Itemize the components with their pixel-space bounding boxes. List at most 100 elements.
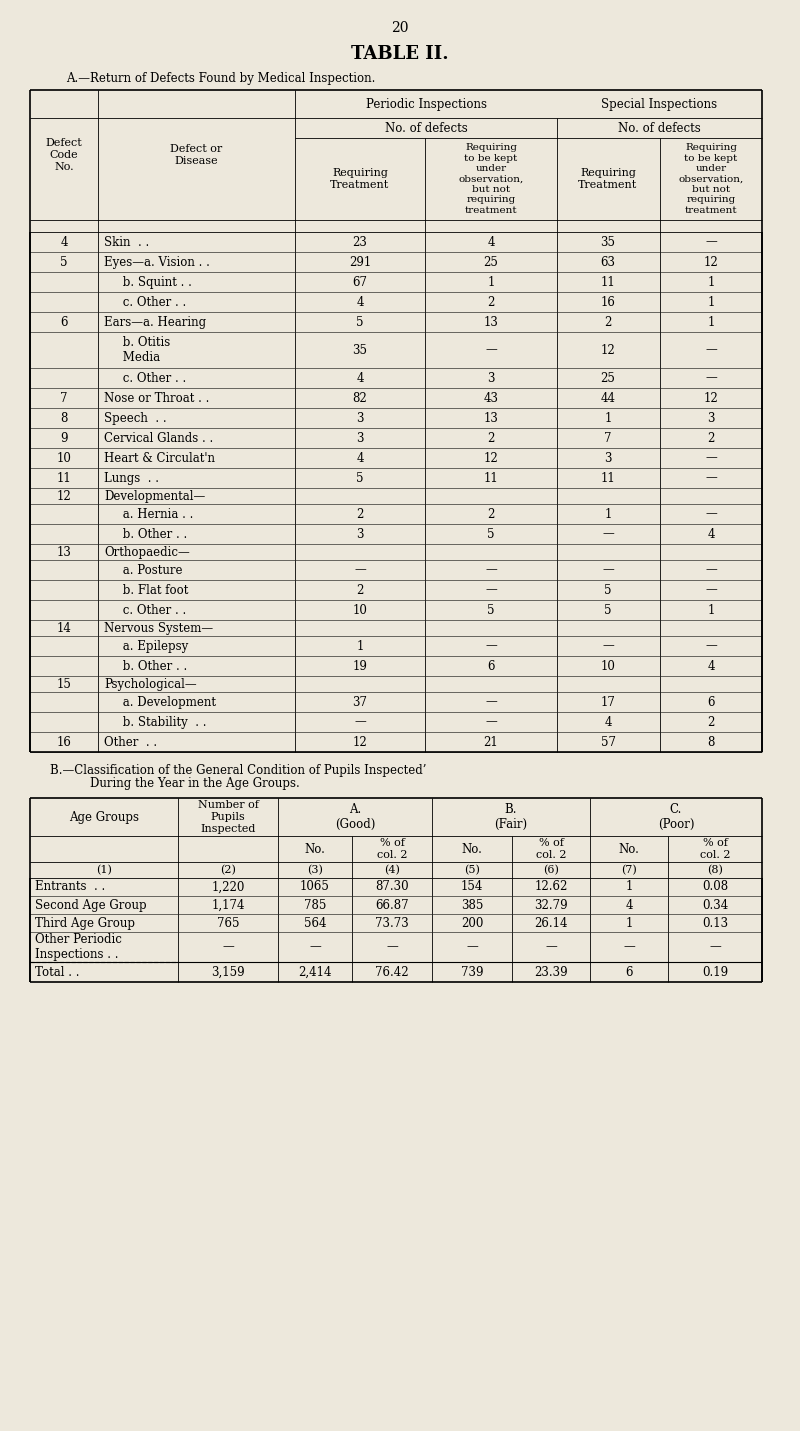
Text: 4: 4 — [707, 528, 714, 541]
Text: Skin  . .: Skin . . — [104, 236, 150, 249]
Text: —: — — [309, 940, 321, 953]
Text: 2: 2 — [356, 508, 364, 521]
Text: Nervous System—: Nervous System— — [104, 621, 213, 634]
Text: 12: 12 — [484, 452, 498, 465]
Text: 154: 154 — [461, 880, 483, 893]
Text: —: — — [354, 716, 366, 728]
Text: 1: 1 — [356, 640, 364, 653]
Text: Heart & Circulat'n: Heart & Circulat'n — [104, 452, 215, 465]
Text: —: — — [545, 940, 557, 953]
Text: 1: 1 — [707, 276, 714, 289]
Text: 12: 12 — [57, 489, 71, 502]
Text: 4: 4 — [487, 236, 494, 249]
Text: 5: 5 — [604, 584, 612, 597]
Text: Requiring
to be kept
under
observation,
but not
requiring
treatment: Requiring to be kept under observation, … — [678, 143, 744, 215]
Text: 4: 4 — [356, 295, 364, 309]
Text: c. Other . .: c. Other . . — [104, 604, 186, 617]
Text: 0.19: 0.19 — [702, 966, 728, 979]
Text: 5: 5 — [487, 528, 494, 541]
Text: (8): (8) — [707, 864, 723, 876]
Text: 5: 5 — [60, 256, 68, 269]
Text: Total . .: Total . . — [35, 966, 79, 979]
Text: 12.62: 12.62 — [534, 880, 568, 893]
Text: 43: 43 — [483, 392, 498, 405]
Text: Defect or
Disease: Defect or Disease — [170, 145, 222, 166]
Text: 2: 2 — [356, 584, 364, 597]
Text: Other  . .: Other . . — [104, 736, 157, 748]
Text: 0.08: 0.08 — [702, 880, 728, 893]
Text: 12: 12 — [601, 343, 615, 356]
Text: 2: 2 — [487, 432, 494, 445]
Text: a. Posture: a. Posture — [104, 564, 182, 577]
Text: b. Stability  . .: b. Stability . . — [104, 716, 206, 728]
Text: 1: 1 — [626, 916, 633, 930]
Text: b. Other . .: b. Other . . — [104, 660, 187, 673]
Text: 1: 1 — [707, 295, 714, 309]
Text: 3: 3 — [356, 432, 364, 445]
Text: 4: 4 — [604, 716, 612, 728]
Text: 11: 11 — [601, 276, 615, 289]
Text: 6: 6 — [487, 660, 494, 673]
Text: 1: 1 — [707, 604, 714, 617]
Text: 82: 82 — [353, 392, 367, 405]
Text: (3): (3) — [307, 864, 323, 876]
Text: —: — — [709, 940, 721, 953]
Text: 564: 564 — [304, 916, 326, 930]
Text: —: — — [485, 584, 497, 597]
Text: —: — — [705, 236, 717, 249]
Text: b. Squint . .: b. Squint . . — [104, 276, 192, 289]
Text: —: — — [705, 471, 717, 485]
Text: 7: 7 — [604, 432, 612, 445]
Text: Requiring
Treatment: Requiring Treatment — [330, 169, 390, 190]
Text: 4: 4 — [356, 452, 364, 465]
Text: 13: 13 — [483, 412, 498, 425]
Text: 14: 14 — [57, 621, 71, 634]
Text: 5: 5 — [487, 604, 494, 617]
Text: 3: 3 — [356, 528, 364, 541]
Text: a. Development: a. Development — [104, 695, 216, 708]
Text: B.
(Fair): B. (Fair) — [494, 803, 527, 831]
Text: 739: 739 — [461, 966, 483, 979]
Text: 13: 13 — [483, 315, 498, 329]
Text: 4: 4 — [356, 372, 364, 385]
Text: —: — — [466, 940, 478, 953]
Text: b. Other . .: b. Other . . — [104, 528, 187, 541]
Text: 200: 200 — [461, 916, 483, 930]
Text: Requiring
to be kept
under
observation,
but not
requiring
treatment: Requiring to be kept under observation, … — [458, 143, 524, 215]
Text: % of
col. 2: % of col. 2 — [377, 839, 407, 860]
Text: 66.87: 66.87 — [375, 899, 409, 912]
Text: Orthopaedic—: Orthopaedic— — [104, 545, 190, 558]
Text: —: — — [485, 695, 497, 708]
Text: Cervical Glands . .: Cervical Glands . . — [104, 432, 214, 445]
Text: 5: 5 — [356, 471, 364, 485]
Text: Speech  . .: Speech . . — [104, 412, 166, 425]
Text: 25: 25 — [483, 256, 498, 269]
Text: Nose or Throat . .: Nose or Throat . . — [104, 392, 210, 405]
Text: 19: 19 — [353, 660, 367, 673]
Text: 1065: 1065 — [300, 880, 330, 893]
Text: —: — — [705, 584, 717, 597]
Text: 2: 2 — [604, 315, 612, 329]
Text: 25: 25 — [601, 372, 615, 385]
Text: Number of
Pupils
Inspected: Number of Pupils Inspected — [198, 800, 258, 834]
Text: —: — — [602, 528, 614, 541]
Text: Age Groups: Age Groups — [69, 810, 139, 823]
Text: 20: 20 — [391, 21, 409, 34]
Text: No.: No. — [462, 843, 482, 856]
Text: 2,414: 2,414 — [298, 966, 332, 979]
Text: 35: 35 — [601, 236, 615, 249]
Text: 765: 765 — [217, 916, 239, 930]
Text: 16: 16 — [601, 295, 615, 309]
Text: (5): (5) — [464, 864, 480, 876]
Text: TABLE II.: TABLE II. — [351, 44, 449, 63]
Text: 3: 3 — [356, 412, 364, 425]
Text: (6): (6) — [543, 864, 559, 876]
Text: 385: 385 — [461, 899, 483, 912]
Text: 87.30: 87.30 — [375, 880, 409, 893]
Text: 11: 11 — [57, 471, 71, 485]
Text: 5: 5 — [356, 315, 364, 329]
Text: 4: 4 — [60, 236, 68, 249]
Text: 291: 291 — [349, 256, 371, 269]
Text: During the Year in the Age Groups.: During the Year in the Age Groups. — [90, 777, 300, 790]
Text: 4: 4 — [626, 899, 633, 912]
